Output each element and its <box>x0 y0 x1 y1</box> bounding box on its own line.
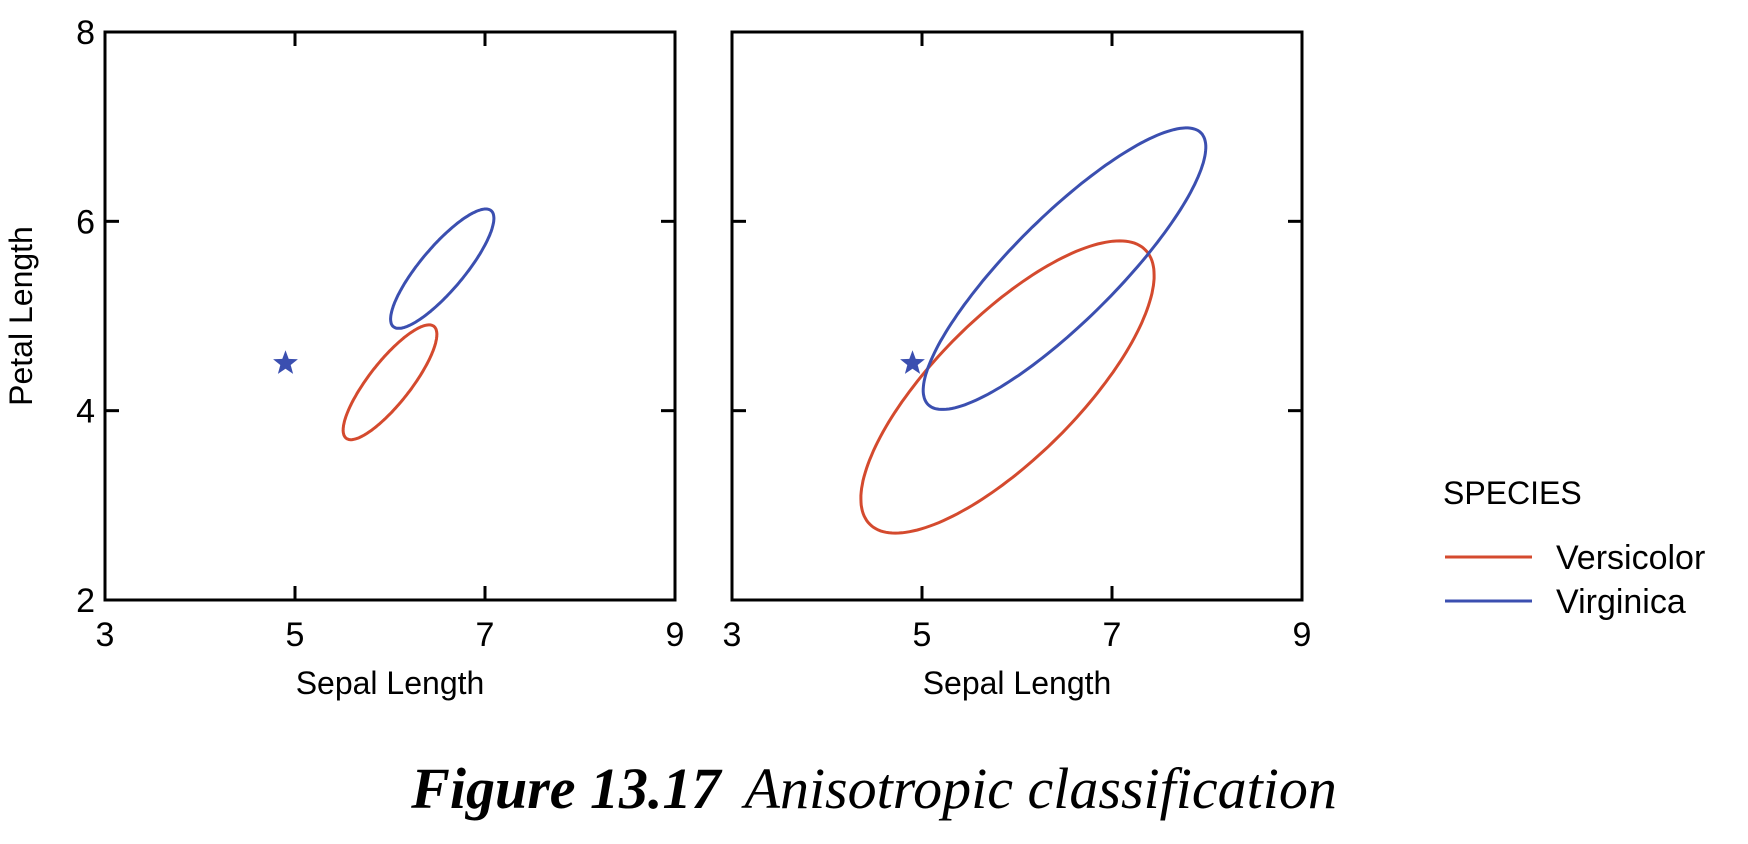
ellipse-virginica <box>389 207 496 330</box>
x-tick-label: 9 <box>666 616 685 654</box>
legend-title: SPECIES <box>1443 475 1582 511</box>
x-tick-label: 5 <box>913 616 932 654</box>
x-axis-label: Sepal Length <box>296 665 485 701</box>
star-point <box>900 350 925 374</box>
legend-label-versicolor: Versicolor <box>1556 539 1705 577</box>
y-tick-label: 4 <box>76 393 95 431</box>
x-tick-label: 7 <box>1103 616 1122 654</box>
star-point <box>273 350 298 374</box>
ellipse-versicolor <box>341 323 439 442</box>
y-axis-label: Petal Length <box>3 226 39 406</box>
legend: SPECIES Versicolor Virginica <box>1443 475 1705 621</box>
figure-caption: Figure 13.17 Anisotropic classification <box>0 755 1748 822</box>
x-tick-label: 5 <box>286 616 305 654</box>
x-tick-label: 9 <box>1293 616 1312 654</box>
y-tick-label: 8 <box>76 14 95 52</box>
x-tick-label: 3 <box>723 616 742 654</box>
figure-number: Figure 13.17 <box>411 756 721 821</box>
ellipse-versicolor <box>859 239 1156 535</box>
x-tick-label: 3 <box>96 616 115 654</box>
figure-caption-text: Anisotropic classification <box>744 756 1337 821</box>
ellipse-virginica <box>921 126 1208 411</box>
x-axis-label: Sepal Length <box>923 665 1112 701</box>
chart-panel-right: 3 5 7 9 Sepal Length <box>723 30 1312 701</box>
y-tick-label: 6 <box>76 203 95 241</box>
y-tick-label: 2 <box>76 582 95 620</box>
plot-frame <box>730 30 1304 602</box>
x-tick-label: 7 <box>476 616 495 654</box>
legend-label-virginica: Virginica <box>1556 583 1686 621</box>
chart-panel-left: 3 5 7 9 2 4 6 8 Sepal Length Petal Length <box>3 14 684 701</box>
plot-frame <box>103 30 677 602</box>
